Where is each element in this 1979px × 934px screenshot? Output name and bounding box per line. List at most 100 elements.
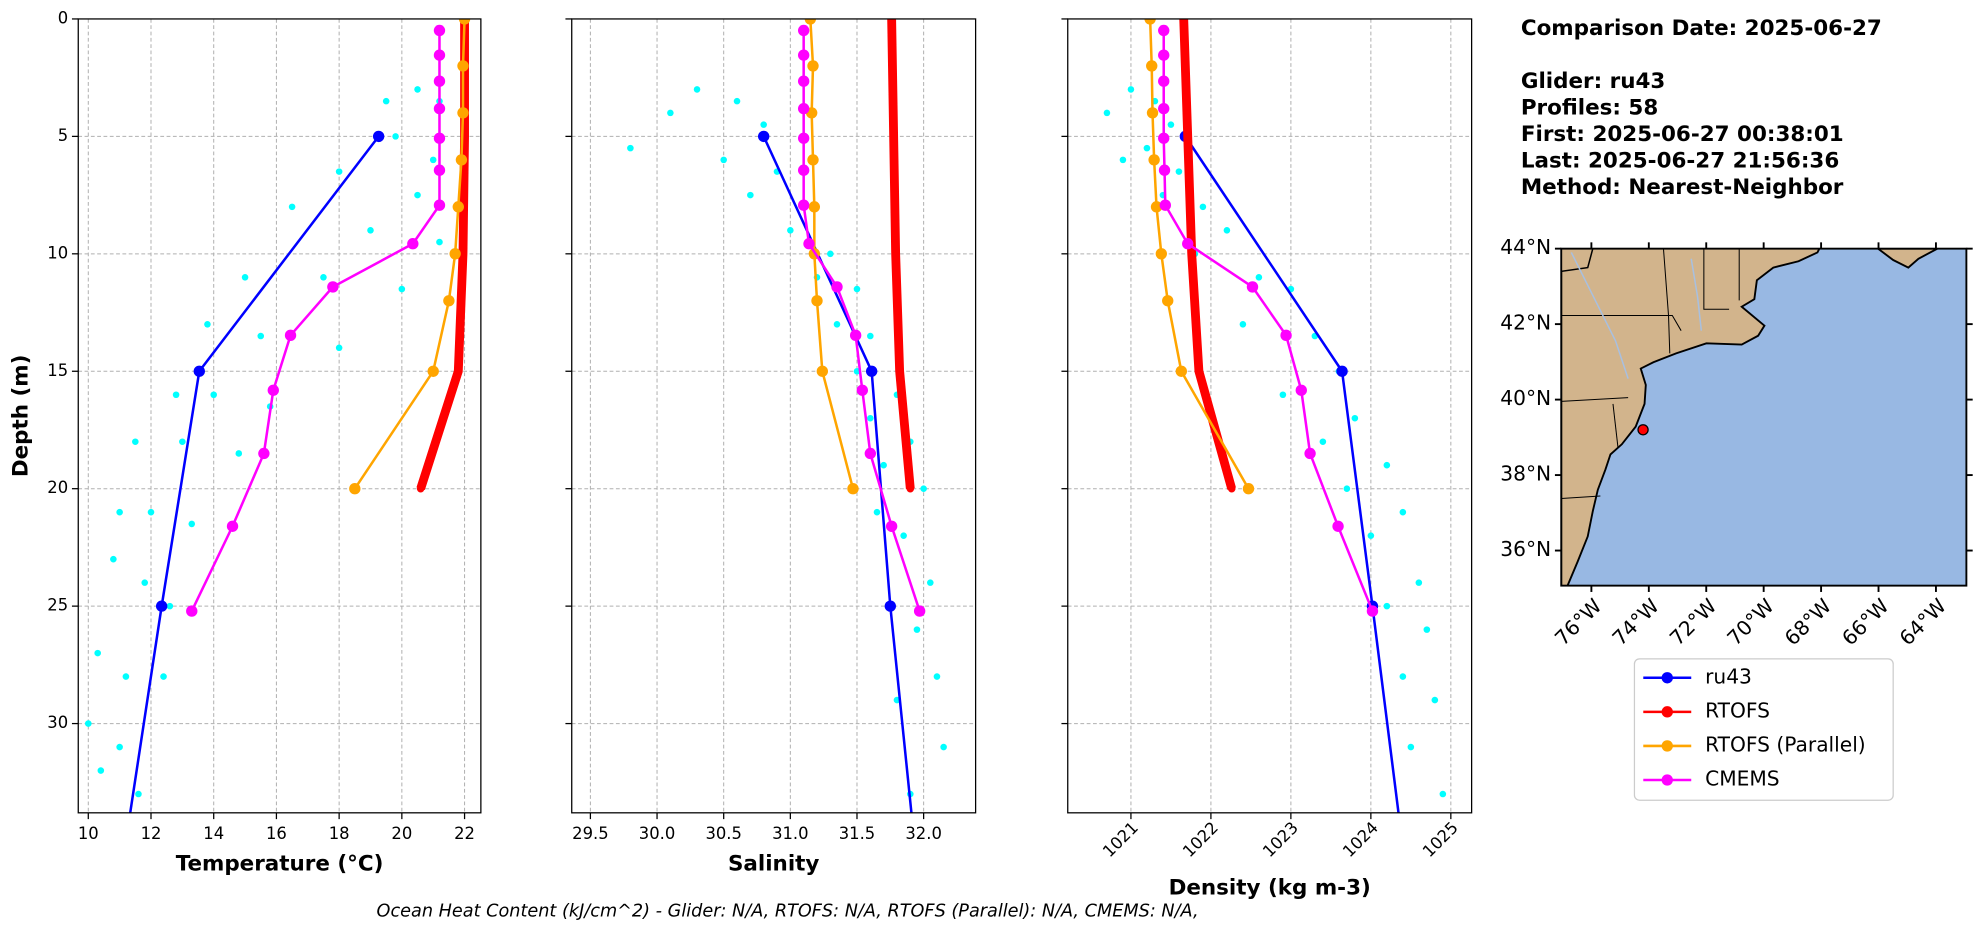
x-tick-label: 14 [203,824,224,843]
glider-point [1423,626,1431,633]
x-tick-label: 1023 [1259,818,1302,861]
glider-point [1103,109,1111,117]
glider-point [1143,144,1151,152]
y-tick-label: 42°N [1500,311,1551,335]
glider-point [160,673,167,680]
glider-point [110,555,117,563]
glider-point [1367,532,1375,539]
x-tick-label: 10 [78,824,99,843]
x-tick-label: 68°W [1780,594,1836,650]
series-marker [804,18,817,25]
series-marker [1158,24,1170,37]
glider-point [827,250,834,258]
glider-point [933,673,941,680]
series-marker [1179,18,1188,23]
glider-point [210,391,217,399]
series-line [1184,135,1400,813]
x-tick-label: 20 [391,824,412,843]
legend-marker [1661,672,1673,684]
glider-point [335,344,343,352]
glider-point [1167,121,1175,128]
glider-point [257,332,265,340]
y-tick-label: 44°N [1500,235,1551,259]
footer: Ocean Heat Content (kJ/cm^2) - Glider: N… [377,901,1199,921]
glider-point [867,332,874,340]
x-tick-label: 64°W [1895,594,1951,650]
series-marker [884,600,896,612]
glider-point [1383,602,1391,610]
glider-point [135,790,142,798]
series-marker [267,384,279,396]
y-tick-label: 25 [47,596,68,615]
glider-point [116,743,123,751]
series-marker [349,483,361,495]
series-marker [1304,447,1316,460]
series-marker [433,132,446,144]
state-borders [1561,397,1629,402]
y-tick-label: 40°N [1500,386,1551,410]
series-marker [433,24,446,37]
glider-point [1255,274,1263,281]
series-marker [1144,18,1156,25]
glider-point [122,673,130,680]
x-tick-label: 22 [454,824,475,843]
glider-point [1415,579,1423,586]
glider-point [147,508,155,516]
y-tick-label: 0 [58,8,68,27]
x-tick-label: 70°W [1722,594,1778,650]
series-marker [831,281,843,293]
x-tick-label: 18 [329,824,350,843]
glider-point [436,238,443,246]
series-marker [1182,238,1194,250]
series-marker [433,164,446,176]
glider-point [880,461,887,469]
x-tick-label: 1024 [1339,818,1382,861]
series-marker [1146,60,1158,72]
glider-point [85,720,92,727]
series-marker [1227,484,1236,493]
glider-point [1383,461,1391,469]
series-marker [454,367,463,376]
series-marker [807,154,819,166]
info-line: Last: 2025-06-27 21:56:36 [1521,149,1839,174]
x-axis-label: Density (kg m-3) [1169,876,1371,901]
series-marker [1336,365,1348,377]
series-marker [1162,295,1174,307]
series-marker [1195,367,1203,376]
series-marker [455,154,468,166]
rivers [1570,252,1629,379]
land [1561,248,1594,273]
glider-point [392,133,399,140]
x-tick-label: 16 [266,824,287,843]
x-tick-label: 12 [141,824,162,843]
series-marker [797,75,810,87]
x-tick-label: 74°W [1607,594,1663,650]
series-marker [797,24,810,37]
x-axis-label: Temperature (°C) [176,852,384,877]
series-marker [407,238,419,250]
info-line: First: 2025-06-27 00:38:01 [1521,122,1844,147]
plot-frame [571,18,977,814]
series-marker [1295,384,1307,396]
state-borders [1561,315,1682,331]
glider-point [787,227,794,234]
series-marker [1242,483,1255,495]
series-marker [1155,248,1168,260]
x-tick-label: 29.5 [572,824,609,843]
series-marker [327,281,339,293]
y-axis-label: Depth (m) [8,355,33,478]
plot-area [85,18,471,813]
glider-point [429,156,437,164]
legend-marker [1661,774,1673,786]
plot-frame [1067,18,1473,814]
map-area [1561,248,1938,586]
glider-point [733,97,741,105]
series-marker [1280,329,1292,342]
series-marker [457,60,469,72]
glider-point [116,508,123,516]
y-tick-label: 10 [47,243,68,262]
legend-box [1633,658,1894,801]
glider-point [627,144,634,152]
glider-point [132,438,139,446]
glider-point [414,86,421,93]
